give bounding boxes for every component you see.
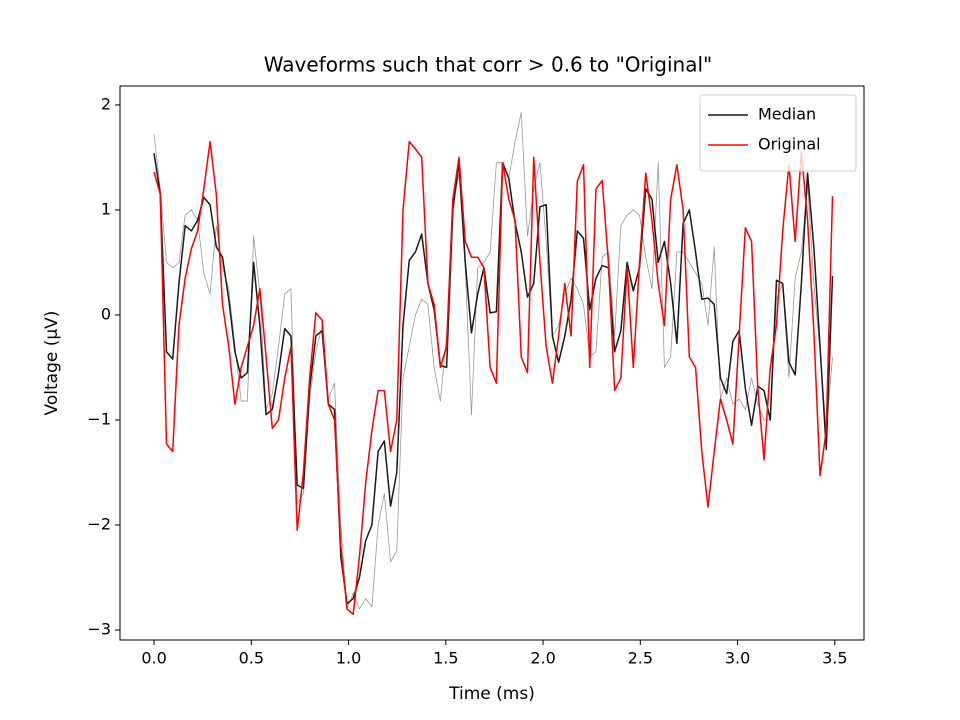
- x-tick-label: 0.5: [239, 649, 264, 668]
- chart-title: Waveforms such that corr > 0.6 to "Origi…: [264, 53, 712, 77]
- plot-frame: [119, 85, 865, 641]
- x-axis-label: Time (ms): [448, 684, 535, 704]
- series-line: [153, 140, 834, 616]
- y-tick-label: 2: [101, 94, 111, 113]
- x-tick-label: 3.0: [725, 649, 750, 668]
- legend: Median Original: [699, 94, 857, 172]
- series-line: [153, 153, 834, 605]
- x-tick-label: 2.0: [530, 649, 555, 668]
- x-tick-label: 0.0: [141, 649, 166, 668]
- legend-box: [699, 94, 857, 172]
- y-tick-label: −2: [87, 514, 111, 533]
- x-tick-label: 3.5: [822, 649, 847, 668]
- x-tick-label: 1.5: [433, 649, 458, 668]
- y-tick-label: 0: [101, 304, 111, 323]
- x-tick-label: 1.0: [336, 649, 361, 668]
- legend-label: Median: [758, 105, 816, 124]
- y-tick-label: 1: [101, 199, 111, 218]
- y-tick-label: −1: [87, 409, 111, 428]
- legend-label: Original: [758, 135, 821, 154]
- y-axis-label: Voltage (μV): [42, 311, 62, 416]
- x-tick-label: 2.5: [628, 649, 653, 668]
- y-tick-label: −3: [87, 620, 111, 639]
